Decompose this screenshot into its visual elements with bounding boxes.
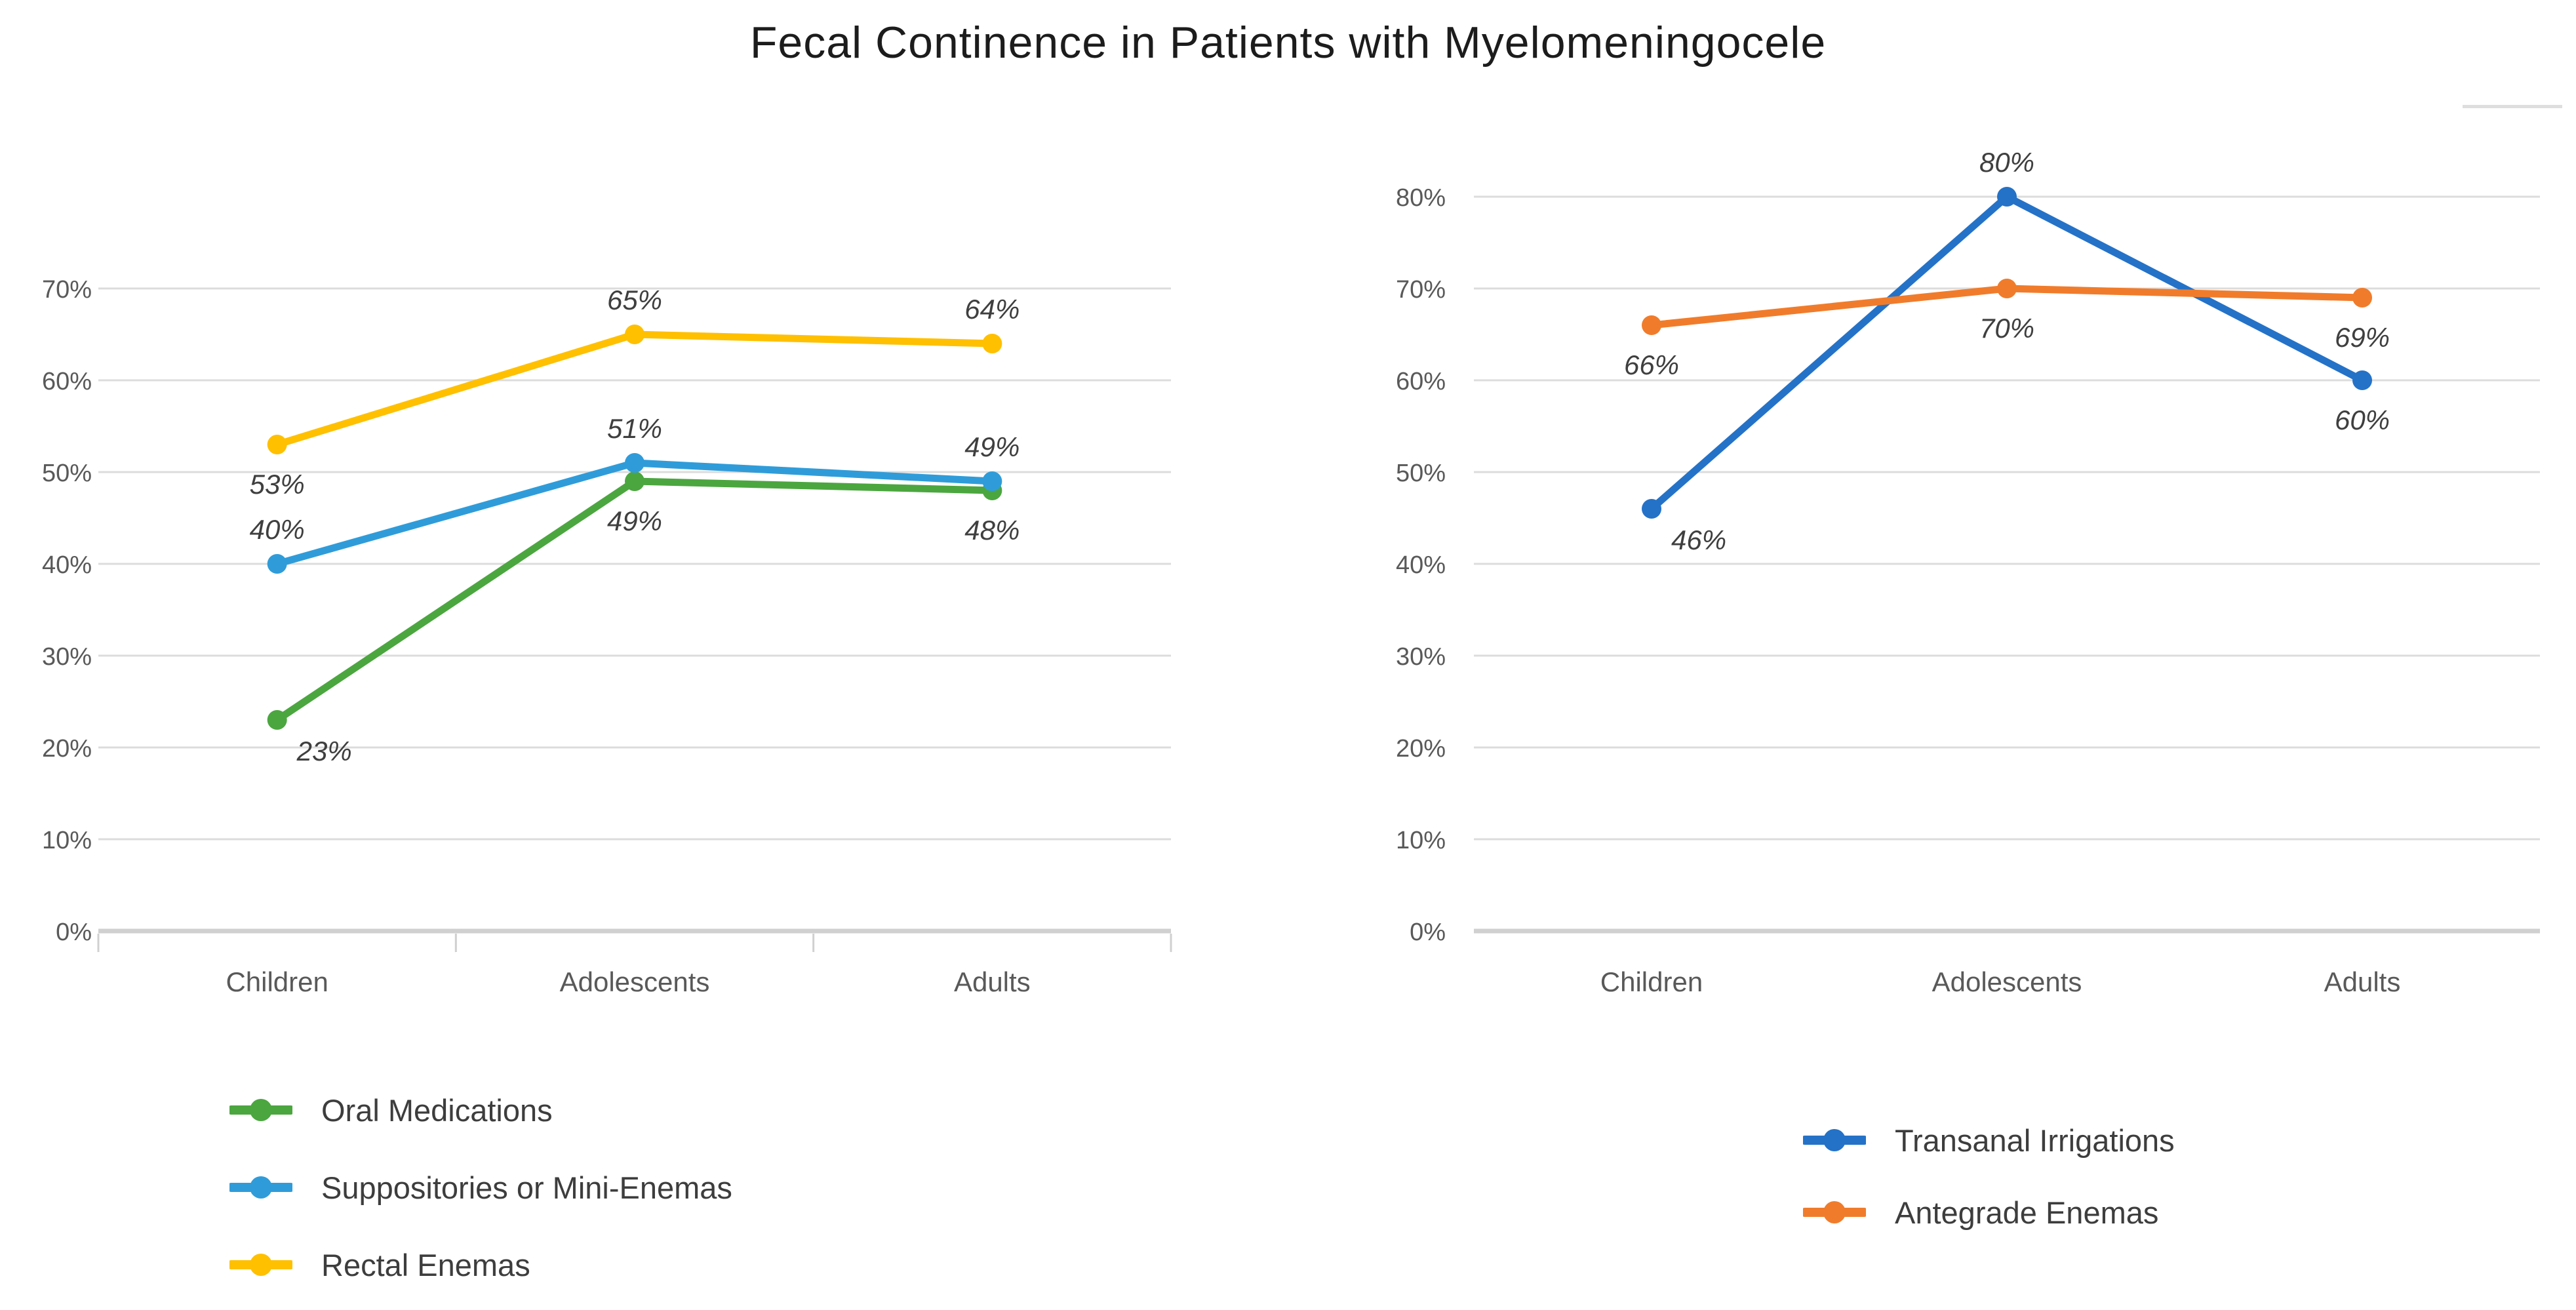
legend-marker-icon	[1803, 1201, 1866, 1223]
legend-item-label: Rectal Enemas	[321, 1247, 530, 1282]
legend-item-label: Antegrade Enemas	[1895, 1195, 2159, 1230]
data-label: 48%	[964, 515, 1020, 546]
data-point	[2352, 370, 2372, 390]
data-label: 60%	[2335, 405, 2390, 435]
data-label: 66%	[1624, 349, 1679, 380]
data-point	[267, 554, 287, 574]
legend-item: Suppositories or Mini-Enemas	[229, 1170, 732, 1205]
data-label: 40%	[250, 514, 305, 545]
x-category-label: Adolescents	[560, 966, 710, 997]
y-tick-label: 0%	[1410, 919, 1446, 946]
legend-left: Oral Medications Suppositories or Mini-En…	[229, 1092, 732, 1282]
y-tick-label: 30%	[1396, 643, 1446, 671]
y-tick-label: 40%	[1396, 551, 1446, 579]
y-tick-label: 0%	[56, 919, 92, 946]
data-point	[982, 334, 1002, 353]
data-point	[1642, 315, 1661, 335]
legend-marker-dot	[250, 1176, 272, 1199]
legend-item: Rectal Enemas	[229, 1247, 732, 1282]
legend-marker-dot	[1823, 1129, 1846, 1151]
legend-artifact-line	[2463, 105, 2562, 108]
data-point	[625, 453, 644, 473]
x-category-label: Children	[1600, 966, 1703, 997]
y-tick-label: 50%	[1396, 460, 1446, 487]
data-label: 65%	[607, 285, 662, 315]
data-label: 64%	[964, 294, 1020, 325]
data-label: 53%	[250, 469, 305, 500]
data-label: 70%	[1979, 313, 2034, 344]
legend-marker-icon	[229, 1176, 292, 1199]
data-point	[625, 471, 644, 491]
y-tick-label: 80%	[1396, 184, 1446, 212]
data-point	[267, 710, 287, 730]
data-label: 46%	[1671, 525, 1726, 555]
data-point	[1642, 499, 1661, 519]
legend-marker-icon	[229, 1254, 292, 1276]
x-category-label: Adults	[2324, 966, 2401, 997]
y-tick-label: 20%	[42, 735, 92, 763]
data-label: 49%	[964, 431, 1020, 462]
data-label: 49%	[607, 506, 662, 536]
y-tick-label: 10%	[1396, 827, 1446, 854]
data-label: 23%	[296, 736, 352, 766]
y-tick-label: 20%	[1396, 735, 1446, 763]
y-tick-label: 30%	[42, 643, 92, 671]
legend-right: Transanal Irrigations Antegrade Enemas	[1803, 1122, 2175, 1230]
x-category-label: Children	[226, 966, 328, 997]
legend-item: Antegrade Enemas	[1803, 1195, 2175, 1230]
y-tick-label: 70%	[42, 276, 92, 304]
y-tick-label: 40%	[42, 551, 92, 579]
legend-item-label: Oral Medications	[321, 1092, 553, 1128]
line-chart-right: 0% 10% 20% 30% 40% 50% 60% 70% 80% Children Adoles…	[1396, 147, 2540, 997]
data-point	[2352, 288, 2372, 308]
legend-marker-icon	[229, 1099, 292, 1121]
legend-item: Oral Medications	[229, 1092, 732, 1128]
data-point	[267, 435, 287, 454]
y-tick-label: 50%	[42, 460, 92, 487]
legend-item-label: Transanal Irrigations	[1895, 1122, 2175, 1158]
data-label: 51%	[607, 413, 662, 444]
data-point	[1997, 279, 2017, 298]
chart-title: Fecal Continence in Patients with Myelom…	[749, 18, 1827, 68]
x-category-label: Adults	[954, 966, 1031, 997]
data-point	[625, 325, 644, 344]
y-tick-label: 70%	[1396, 276, 1446, 304]
y-tick-label: 10%	[42, 827, 92, 854]
legend-marker-dot	[1823, 1201, 1846, 1223]
legend-marker-icon	[1803, 1129, 1866, 1151]
legend-item-label: Suppositories or Mini-Enemas	[321, 1170, 732, 1205]
series-line	[1648, 193, 2366, 513]
x-category-label: Adolescents	[1932, 966, 2082, 997]
y-tick-label: 60%	[42, 368, 92, 395]
data-label: 80%	[1979, 147, 2034, 178]
legend-item: Transanal Irrigations	[1803, 1122, 2175, 1158]
data-point	[1997, 187, 2017, 207]
legend-marker-dot	[250, 1254, 272, 1276]
data-label: 69%	[2335, 322, 2390, 353]
y-tick-label: 60%	[1396, 368, 1446, 395]
legend-marker-dot	[250, 1099, 272, 1121]
data-point	[982, 471, 1002, 491]
line-chart-left: 0% 10% 20% 30% 40% 50% 60% 70% Children Adolescen…	[42, 276, 1172, 997]
